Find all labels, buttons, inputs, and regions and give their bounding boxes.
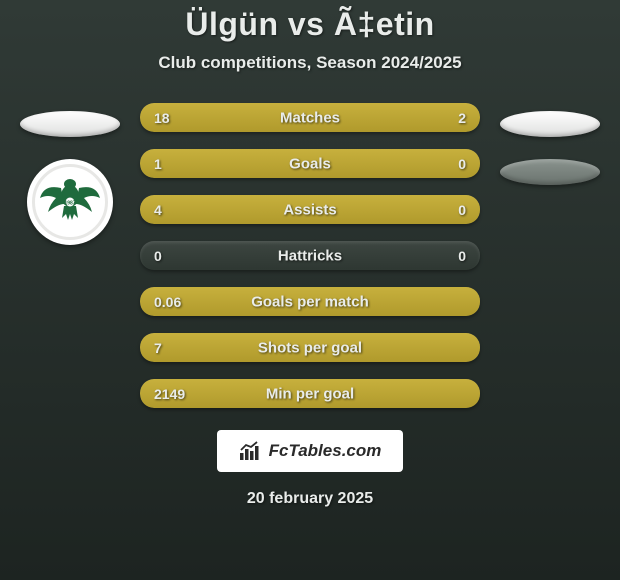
stat-bar-left-value: 0 — [154, 248, 162, 264]
right-flag-ellipse — [500, 111, 600, 137]
right-player-col — [500, 103, 600, 408]
stats-bars-col: Matches182Goals10Assists40Hattricks00Goa… — [140, 103, 480, 408]
stat-bar-right-value: 2 — [458, 110, 466, 126]
eagle-icon: 1987 — [38, 174, 102, 224]
stat-bar-right-value: 0 — [458, 248, 466, 264]
stat-bar: Shots per goal 7 — [140, 333, 480, 362]
content-wrapper: Ülgün vs Ã‡etin Club competitions, Seaso… — [0, 0, 620, 580]
stat-bar: Min per goal 2149 — [140, 379, 480, 408]
stat-bar-left-value: 18 — [154, 110, 170, 126]
chart-icon — [239, 441, 261, 461]
left-club-badge: 1987 — [27, 159, 113, 245]
stat-bar: Matches 18 2 — [140, 103, 480, 132]
stat-bar-label: Hattricks — [278, 247, 342, 264]
stat-bar-label: Assists — [283, 201, 336, 218]
stat-bar: Hattricks 0 0 — [140, 241, 480, 270]
stat-bar-label: Goals per match — [251, 293, 369, 310]
svg-text:1987: 1987 — [64, 201, 75, 207]
page-subtitle: Club competitions, Season 2024/2025 — [158, 53, 461, 73]
date-text: 20 february 2025 — [247, 490, 373, 508]
stat-bar-label: Goals — [289, 155, 331, 172]
stat-bar-left-value: 1 — [154, 156, 162, 172]
stat-bar-left-value: 0.06 — [154, 294, 181, 310]
stat-bar-right-fill — [405, 103, 480, 132]
stat-bar-left-value: 7 — [154, 340, 162, 356]
stat-bar-left-fill — [140, 103, 405, 132]
stat-bar-right-value: 0 — [458, 156, 466, 172]
stat-bar: Assists 4 0 — [140, 195, 480, 224]
stat-bar-right-value: 0 — [458, 202, 466, 218]
stat-bar: Goals 1 0 — [140, 149, 480, 178]
left-flag-ellipse — [20, 111, 120, 137]
stat-bar-left-value: 4 — [154, 202, 162, 218]
page-title: Ülgün vs Ã‡etin — [185, 6, 434, 43]
stat-bar-left-value: 2149 — [154, 386, 185, 402]
brand-logo-box: FcTables.com — [217, 430, 404, 472]
stat-bar-label: Min per goal — [266, 385, 354, 402]
right-club-ellipse — [500, 159, 600, 185]
stat-bar: Goals per match 0.06 — [140, 287, 480, 316]
left-player-col: 1987 — [20, 103, 120, 408]
brand-text: FcTables.com — [269, 441, 382, 461]
main-row: 1987 Matches182Goals10Assists40Hattricks… — [0, 103, 620, 408]
left-club-badge-inner: 1987 — [32, 164, 108, 240]
stat-bar-label: Shots per goal — [258, 339, 362, 356]
stat-bar-label: Matches — [280, 109, 340, 126]
